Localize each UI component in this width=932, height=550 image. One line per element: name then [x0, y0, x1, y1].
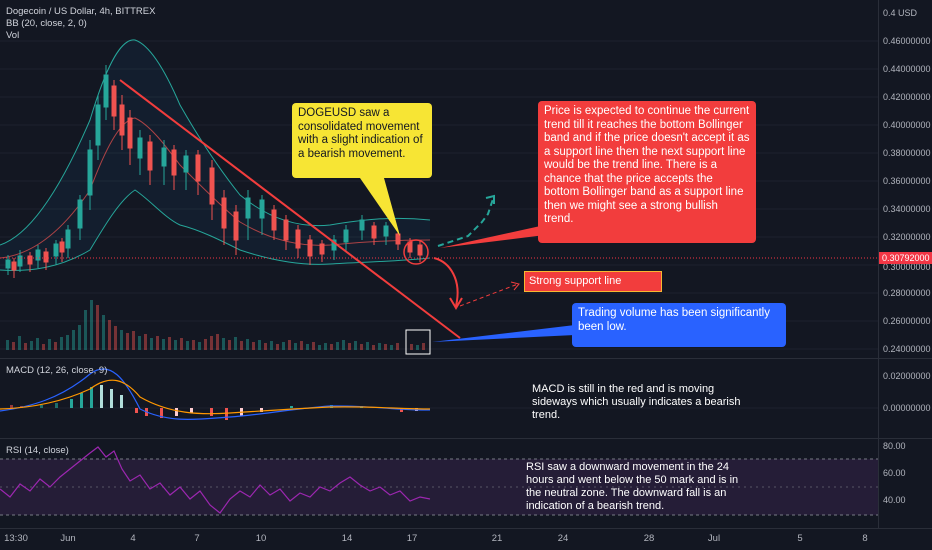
volume-indicator-label[interactable]: Vol [6, 30, 20, 41]
current-price-tag: 0.30792000 [879, 252, 932, 264]
macd-tick: 0.00000000 [883, 403, 931, 413]
macd-canvas[interactable] [0, 359, 878, 438]
time-tick: 4 [130, 533, 136, 544]
time-tick: 21 [491, 533, 503, 544]
price-chart-canvas[interactable] [0, 0, 878, 358]
price-tick: 0.40000000 [883, 120, 931, 130]
rsi-line [0, 446, 431, 514]
support-label-text: Strong support line [529, 275, 622, 287]
time-tick: 8 [862, 533, 868, 544]
price-tick: 0.28000000 [883, 288, 931, 298]
time-tick: 13:30 [4, 533, 28, 544]
price-tick: 0.26000000 [883, 316, 931, 326]
time-tick: 17 [406, 533, 418, 544]
rsi-tick: 80.00 [883, 441, 906, 451]
red-annotation-text: Price is expected to continue the curren… [544, 105, 750, 225]
signal-line [0, 379, 431, 415]
bollinger-upper-line [0, 39, 431, 246]
macd-line [0, 368, 431, 420]
price-tick: 0.34000000 [883, 204, 931, 214]
macd-legend[interactable]: MACD (12, 26, close, 9) [6, 365, 108, 376]
rsi-tick: 60.00 [883, 468, 906, 478]
chart-legend: Dogecoin / US Dollar, 4h, BITTREX BB (20… [6, 6, 155, 42]
macd-pane[interactable]: MACD (12, 26, close, 9) MACD is still in… [0, 359, 878, 438]
price-tick: 0.44000000 [883, 64, 931, 74]
rsi-annotation-text: RSI saw a downward movement in the 24 ho… [526, 461, 739, 512]
yellow-annotation-text: DOGEUSD saw a consolidated movement with… [298, 107, 423, 160]
red-note-pointer [440, 225, 545, 248]
downtrend-line [119, 79, 461, 339]
bullish-projection-arrow [437, 195, 495, 247]
price-chart-pane[interactable]: Dogecoin / US Dollar, 4h, BITTREX BB (20… [0, 0, 878, 358]
rsi-axis[interactable]: 80.00 60.00 40.00 [878, 439, 932, 528]
price-tick: 0.36000000 [883, 176, 931, 186]
price-axis[interactable]: 0.4 USD 0.46000000 0.44000000 0.42000000… [878, 0, 932, 358]
blue-note-pointer [432, 325, 575, 342]
candlesticks [5, 65, 423, 278]
price-axis-top: 0.4 USD [883, 8, 918, 18]
bollinger-lower-line [0, 189, 431, 271]
symbol-title[interactable]: Dogecoin / US Dollar, 4h, BITTREX [6, 6, 156, 17]
volume-bars [6, 300, 425, 350]
macd-annotation-text: MACD is still in the red and is moving s… [532, 383, 741, 421]
time-tick: Jun [60, 533, 76, 544]
red-annotation[interactable]: Price is expected to continue the curren… [538, 101, 756, 243]
time-tick: 5 [797, 533, 803, 544]
time-tick: 28 [643, 533, 655, 544]
price-tick: 0.42000000 [883, 92, 931, 102]
blue-annotation[interactable]: Trading volume has been significantly be… [572, 303, 786, 347]
rsi-canvas[interactable] [0, 439, 878, 528]
bearish-projection-arrow [433, 257, 459, 307]
support-label-box[interactable]: Strong support line [524, 271, 662, 292]
macd-annotation[interactable]: MACD is still in the red and is moving s… [526, 379, 766, 426]
pane-divider[interactable] [0, 528, 932, 529]
macd-axis[interactable]: 0.02000000 0.00000000 [878, 359, 932, 438]
yellow-annotation[interactable]: DOGEUSD saw a consolidated movement with… [292, 103, 432, 178]
consolidation-circle [403, 239, 429, 265]
price-tick: 0.38000000 [883, 148, 931, 158]
time-tick: 14 [341, 533, 353, 544]
yellow-note-pointer [360, 178, 400, 236]
price-tick: 0.30000000 [883, 262, 931, 272]
rsi-tick: 40.00 [883, 495, 906, 505]
rsi-pane[interactable]: RSI (14, close) RSI saw a downward movem… [0, 439, 878, 528]
macd-histogram [10, 385, 418, 420]
time-tick: 24 [557, 533, 569, 544]
bb-indicator-label[interactable]: BB (20, close, 2, 0) [6, 18, 87, 29]
price-tick: 0.24000000 [883, 344, 931, 354]
support-projection-arrow [459, 283, 519, 307]
rsi-annotation[interactable]: RSI saw a downward movement in the 24 ho… [520, 457, 760, 517]
pane-divider[interactable] [0, 358, 932, 359]
time-tick: Jul [707, 533, 721, 544]
pane-divider[interactable] [0, 438, 932, 439]
price-tick: 0.46000000 [883, 36, 931, 46]
blue-annotation-text: Trading volume has been significantly be… [578, 307, 770, 333]
price-tick: 0.32000000 [883, 232, 931, 242]
volume-highlight-box [405, 329, 431, 355]
macd-tick: 0.02000000 [883, 371, 931, 381]
rsi-legend[interactable]: RSI (14, close) [6, 445, 69, 456]
time-tick: 10 [255, 533, 267, 544]
time-tick: 7 [194, 533, 200, 544]
time-axis[interactable]: 13:30 Jun 4 7 10 14 17 21 24 28 Jul 5 8 [0, 529, 932, 550]
